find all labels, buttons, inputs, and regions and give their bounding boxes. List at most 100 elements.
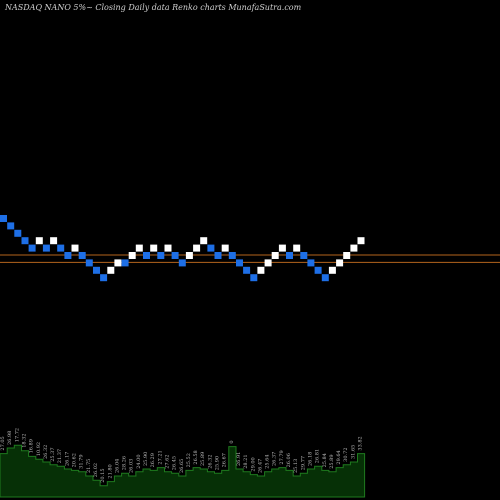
renko-brick-up <box>185 252 193 259</box>
renko-brick-up <box>328 266 336 274</box>
volume-label: 16.89 <box>29 439 35 453</box>
volume-label: 25.52 <box>186 453 192 467</box>
renko-brick-up <box>164 244 172 252</box>
renko-brick-down <box>236 259 243 267</box>
volume-label: 31.65 <box>350 445 356 459</box>
renko-brick-down <box>314 266 322 274</box>
volume-label: 26.04 <box>114 459 120 473</box>
renko-brick-up <box>257 266 265 274</box>
renko-brick-down <box>42 244 50 252</box>
renko-brick-down <box>321 274 329 282</box>
renko-brick-down <box>78 252 86 259</box>
renko-brick-down <box>21 237 29 245</box>
renko-brick-down <box>57 244 65 252</box>
volume-label: 17.72 <box>14 428 20 442</box>
renko-brick-up <box>336 259 344 267</box>
volume-label: 25.37 <box>50 447 56 461</box>
renko-brick-up <box>343 252 351 259</box>
renko-brick-up <box>107 266 115 274</box>
volume-label: 21.75 <box>86 459 92 473</box>
volume-label: 25.89 <box>329 454 335 468</box>
renko-brick-down <box>64 252 72 259</box>
volume-label: 0 <box>229 440 235 443</box>
volume-label: 26.65 <box>179 459 185 473</box>
renko-brick-down <box>307 259 315 267</box>
volume-label: 26.98 <box>7 431 13 445</box>
renko-brick-down <box>28 244 36 252</box>
volume-label: 29.00 <box>250 457 256 471</box>
volume-label: 26.45 <box>172 456 178 470</box>
volume-label: 20.15 <box>100 468 106 482</box>
renko-brick-down <box>143 252 150 259</box>
volume-label: 26.47 <box>257 459 263 473</box>
volume-label: 26.32 <box>207 454 213 468</box>
volume-label: 25.13 <box>293 459 299 473</box>
renko-brick-down <box>243 266 251 274</box>
renko-brick-up <box>193 244 201 252</box>
renko-brick-up <box>293 244 301 252</box>
renko-brick-up <box>264 259 272 267</box>
renko-brick-down <box>207 244 215 252</box>
renko-brick-up <box>278 244 286 252</box>
renko-brick-up <box>357 237 365 245</box>
renko-brick-down <box>85 259 93 267</box>
renko-brick-down <box>7 222 15 230</box>
renko-brick-down <box>157 252 165 259</box>
volume-area <box>0 444 366 498</box>
volume-label: 31.79 <box>79 454 85 468</box>
renko-brick-down <box>14 229 22 237</box>
volume-label: 24.00 <box>136 454 142 468</box>
volume-label: 28.26 <box>122 456 128 470</box>
volume-label: 26.37 <box>272 452 278 466</box>
renko-brick-down <box>178 259 186 267</box>
volume-label: 26.18 <box>307 452 313 466</box>
renko-brick-down <box>93 266 100 274</box>
volume-label: 18.32 <box>22 433 28 447</box>
volume-label: 30.72 <box>343 447 349 461</box>
renko-brick-up <box>135 244 143 252</box>
renko-brick-down <box>121 259 129 267</box>
volume-label: 21.80 <box>107 464 113 478</box>
renko-brick-up <box>221 244 229 252</box>
volume-label: 26.29 <box>150 453 156 467</box>
volume-label: 10.92 <box>36 442 42 456</box>
volume-label: 21.37 <box>57 449 63 463</box>
renko-brick-up <box>114 259 122 267</box>
volume-label: 27.21 <box>157 450 163 464</box>
volume-label: 26.81 <box>315 449 321 463</box>
volume-label: 29.64 <box>336 450 342 464</box>
volume-label: 27.62 <box>165 454 171 468</box>
renko-brick-up <box>350 244 358 252</box>
renko-brick-down <box>171 252 179 259</box>
renko-brick-up <box>35 237 43 245</box>
renko-brick-down <box>300 252 308 259</box>
volume-label: 33.82 <box>358 436 364 450</box>
volume-label: 28.21 <box>243 454 249 468</box>
volume-label: 26.32 <box>43 445 49 459</box>
volume-label: 27.05 <box>0 436 6 450</box>
volume-label: 25.90 <box>215 456 221 470</box>
renko-brick-down <box>214 252 222 259</box>
renko-brick-down <box>286 252 293 259</box>
volume-label: 29.77 <box>300 456 306 470</box>
renko-brick-down <box>0 215 7 222</box>
volume-label: 26.91 <box>236 452 242 466</box>
volume-label: 25.64 <box>265 454 271 468</box>
volume-label: 26.17 <box>64 452 70 466</box>
volume-label: 25.90 <box>143 452 149 466</box>
volume-label: 27.79 <box>279 450 285 464</box>
renko-brick-down <box>250 274 258 282</box>
volume-label: 26.02 <box>93 463 99 477</box>
renko-brick-up <box>200 237 208 245</box>
volume-label: 26.58 <box>193 450 199 464</box>
chart-title: NASDAQ NANO 5%~ Closing Daily data Renko… <box>5 3 302 12</box>
volume-label: 26.06 <box>286 453 292 467</box>
renko-brick-up <box>271 252 279 259</box>
volume-label: 20.62 <box>72 453 78 467</box>
renko-brick-up <box>150 244 158 252</box>
volume-label: 26.03 <box>129 459 135 473</box>
renko-brick-up <box>50 237 58 245</box>
renko-brick-up <box>128 252 136 259</box>
